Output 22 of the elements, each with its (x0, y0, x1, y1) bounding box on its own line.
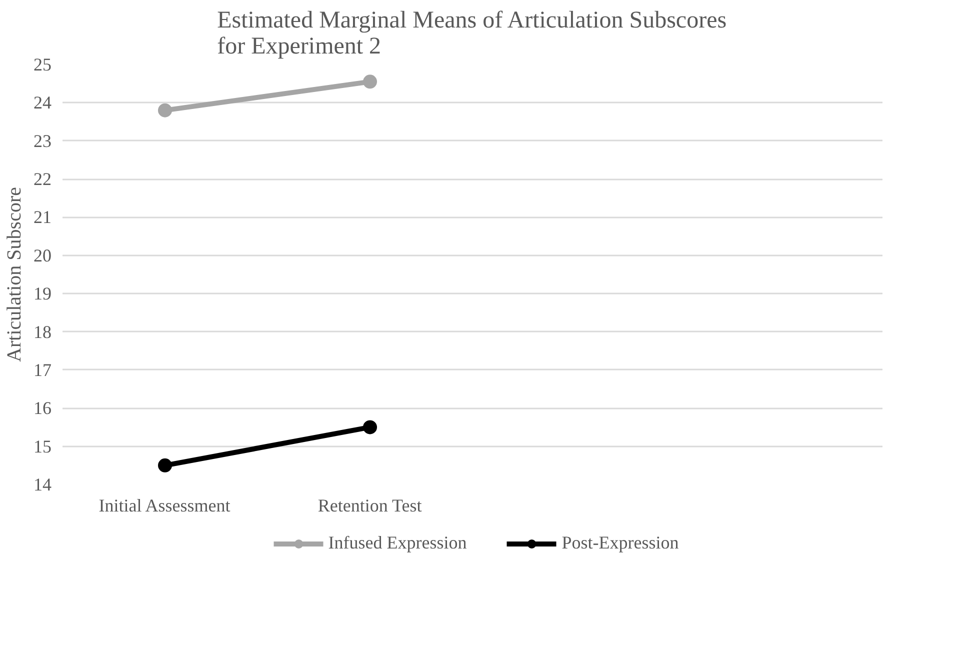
y-tick-label: 24 (34, 92, 52, 113)
y-axis-title: Articulation Subscore (4, 186, 26, 362)
x-tick-label: Retention Test (318, 496, 422, 516)
y-tick-label: 22 (34, 169, 52, 190)
legend-label: Post-Expression (562, 532, 679, 554)
y-tick-label: 20 (34, 245, 52, 266)
point (158, 103, 172, 118)
point (363, 74, 377, 89)
y-tick-label: 16 (34, 398, 52, 418)
y-tick-label: 25 (34, 54, 52, 74)
y-tick-label: 15 (34, 436, 52, 456)
y-tick-label: 21 (34, 207, 52, 228)
point (363, 420, 377, 434)
legend-label: Infused Expression (328, 532, 467, 554)
y-tick-label: 18 (34, 322, 52, 342)
y-tick-label: 17 (34, 360, 52, 380)
x-tick-label: Initial Assessment (98, 496, 230, 516)
y-tick-label: 19 (34, 284, 52, 304)
y-tick-label: 23 (34, 130, 52, 151)
chart-title: Estimated Marginal Means of Articulation Subscores for Experiment 2 (217, 8, 727, 60)
point (158, 458, 172, 472)
y-tick-label: 14 (34, 474, 52, 494)
